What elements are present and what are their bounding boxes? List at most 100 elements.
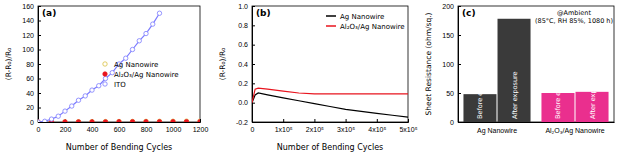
- tick-label: 50: [446, 90, 454, 97]
- y-axis: 050100150200: [442, 3, 461, 126]
- plot-area: [463, 19, 608, 122]
- panel: Before exposure Before exposure After expo…: [424, 3, 615, 135]
- legend: Ag NanowireAl₂O₃/Ag Nanowire: [326, 13, 405, 31]
- axis-line: [459, 122, 615, 123]
- tick-label: 0.6: [238, 41, 248, 48]
- tick-mark: [458, 64, 461, 65]
- y-axis-title: (R-R₀)/R₀: [218, 48, 227, 80]
- data-point: [90, 120, 94, 122]
- bar-label: After exposure: [589, 71, 597, 119]
- tick: 60: [26, 75, 41, 82]
- tick-mark: [458, 93, 461, 94]
- bar-labels: Before exposure Before exposure After expo…: [476, 66, 596, 119]
- tick-mark: [38, 50, 41, 51]
- tick: 1x10⁵: [275, 119, 293, 133]
- tick: Al₂O₃/Ag Nanowire: [545, 122, 604, 135]
- data-point: [63, 120, 67, 122]
- tick-mark: [314, 119, 315, 122]
- tick-mark: [458, 6, 461, 7]
- tick-label: 3x10⁵: [337, 126, 355, 133]
- tick-label: 100: [22, 46, 34, 53]
- legend-label: ITO: [114, 81, 126, 89]
- tick: 2x10⁵: [306, 119, 324, 133]
- tick-label: Ag Nanowire: [477, 127, 517, 135]
- plot-frame: [458, 6, 614, 122]
- tick: 120: [22, 32, 41, 39]
- legend-marker: [103, 72, 107, 76]
- data-point: [76, 98, 80, 102]
- series-line: [252, 88, 408, 103]
- plot-area: [38, 11, 200, 122]
- x-axis-title: Number of Bending Cycles: [66, 143, 172, 152]
- data-point: [103, 120, 107, 122]
- tick-mark: [200, 119, 201, 122]
- legend-label: Ag Nanowire: [114, 61, 158, 69]
- tick-label: 20: [26, 104, 34, 111]
- tick-mark: [38, 35, 41, 36]
- tick-label: 40: [26, 90, 34, 97]
- data-point: [171, 120, 175, 122]
- tick-mark: [346, 119, 347, 122]
- tick: 160: [22, 3, 41, 10]
- tick: 800: [141, 119, 153, 133]
- panel-label: (a): [42, 8, 56, 18]
- data-point: [83, 94, 87, 98]
- tick: 100: [22, 46, 41, 53]
- tick: 0.6: [238, 41, 255, 48]
- data-point: [38, 120, 40, 122]
- y-axis-title: (R-R₀)/R₀: [4, 48, 13, 80]
- tick-label: 160: [22, 3, 34, 10]
- data-point: [137, 39, 141, 43]
- data-point: [76, 120, 80, 122]
- bar-label: Before exposure: [476, 66, 484, 119]
- data-point: [144, 119, 148, 122]
- tick-label: 0: [30, 119, 34, 126]
- x-axis: 01x10⁵2x10⁵3x10⁵4x10⁵5x10⁵: [251, 119, 418, 133]
- data-point: [38, 120, 40, 122]
- tick: 150: [442, 32, 461, 39]
- x-axis: 020040060080010001200: [37, 119, 209, 133]
- tick-label: 1x10⁵: [275, 126, 293, 133]
- data-point: [151, 22, 155, 26]
- legend-line: [326, 15, 336, 17]
- data-point: [130, 47, 134, 51]
- data-point: [157, 11, 161, 15]
- tick: 20: [26, 104, 41, 111]
- tick: 400: [87, 119, 99, 133]
- tick-mark: [38, 21, 41, 22]
- tick: 200: [442, 3, 461, 10]
- panel-label: (b): [256, 8, 271, 18]
- data-point: [130, 120, 134, 122]
- tick-label: 150: [442, 32, 454, 39]
- legend-label: Al₂O₃/Ag Nanowire: [114, 71, 179, 79]
- tick-label: 200: [442, 3, 454, 10]
- tick-label: 100: [442, 61, 454, 68]
- tick-label: 0.2: [238, 80, 248, 87]
- tick-mark: [38, 122, 41, 123]
- data-point: [198, 119, 200, 122]
- tick-label: 600: [114, 126, 126, 133]
- tick-mark: [252, 83, 255, 84]
- tick: 1.0: [238, 3, 255, 10]
- axis-line: [39, 7, 42, 123]
- tick-mark: [408, 119, 409, 122]
- plot-frame: [252, 6, 408, 122]
- tick-label: 2x10⁵: [306, 126, 324, 133]
- data-point: [157, 120, 161, 122]
- series-line: [38, 13, 160, 122]
- tick-label: 0: [251, 126, 255, 133]
- tick-label: 140: [22, 17, 34, 24]
- figure: 0200400600800100012000204060801001201401…: [0, 0, 619, 157]
- bar-label: Before exposure: [554, 66, 562, 119]
- tick-label: 5x10⁵: [399, 126, 417, 133]
- tick-label: 200: [60, 126, 72, 133]
- data-point: [43, 119, 47, 122]
- tick-mark: [252, 6, 255, 7]
- chart-root: 0200400600800100012000204060801001201401…: [0, 0, 619, 157]
- tick: 200: [60, 119, 72, 133]
- tick: 50: [446, 90, 461, 97]
- tick-mark: [38, 108, 41, 109]
- x-axis-title: Number of Bending Cycles: [277, 143, 383, 152]
- panel: 01x10⁵2x10⁵3x10⁵4x10⁵5x10⁵-0.20.00.20.40…: [218, 3, 418, 152]
- tick-label: 0.0: [238, 99, 248, 106]
